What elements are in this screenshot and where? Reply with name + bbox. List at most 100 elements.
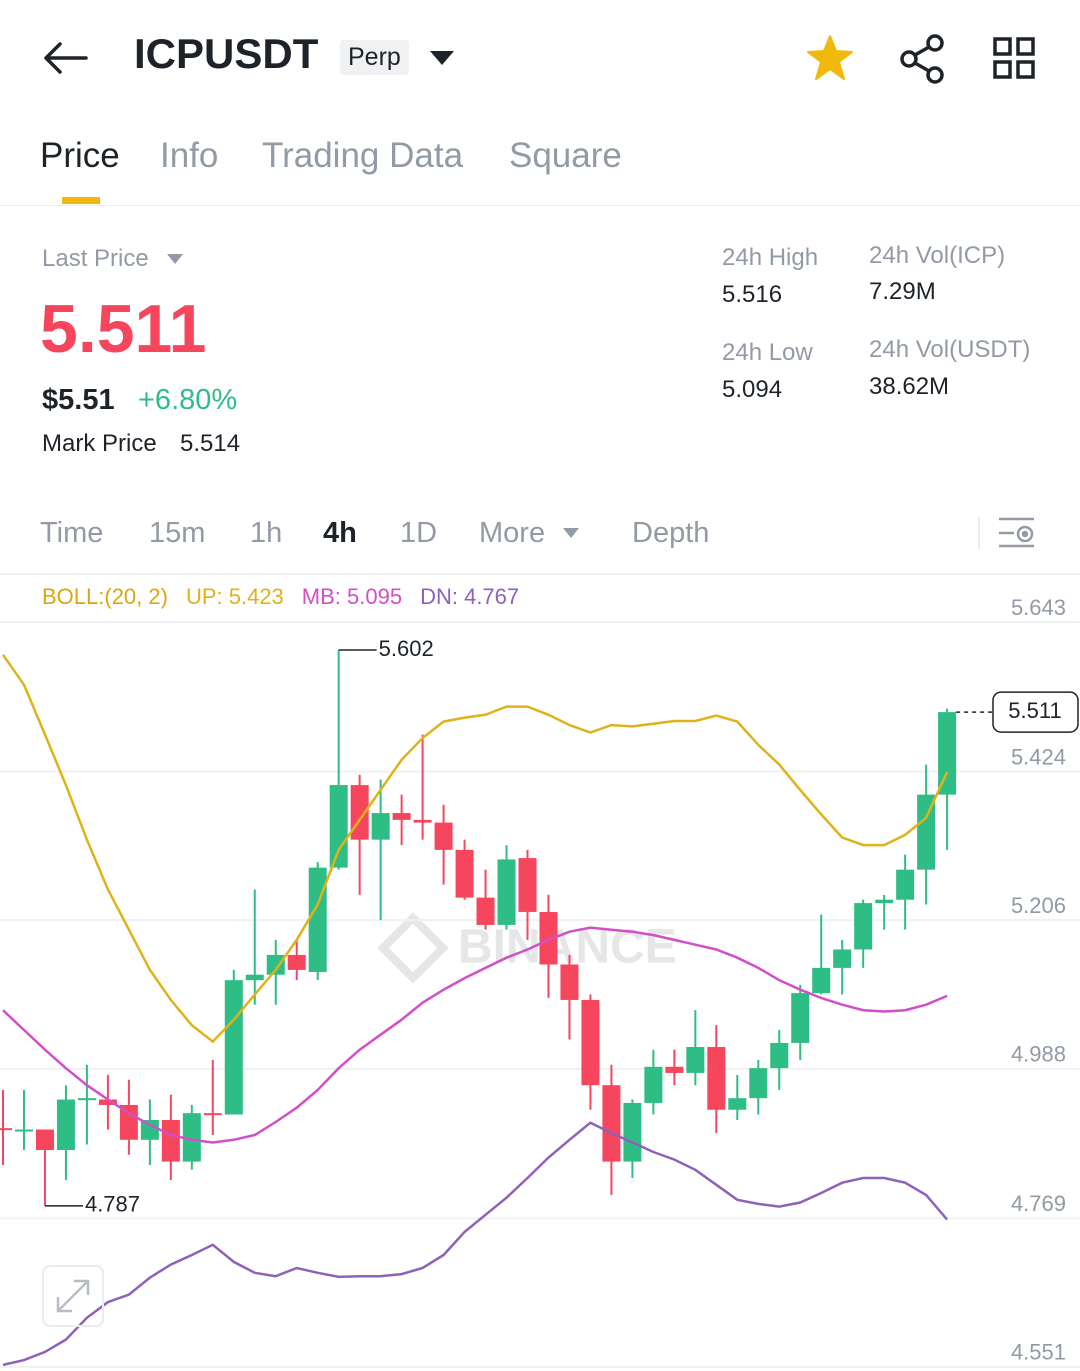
candle-body bbox=[0, 1128, 12, 1131]
interval-more[interactable]: More bbox=[479, 517, 546, 549]
interval[interactable]: Depth bbox=[632, 517, 710, 549]
candle-body bbox=[14, 1129, 33, 1132]
candle-body bbox=[287, 954, 306, 970]
candle-body bbox=[392, 813, 411, 820]
candle-body bbox=[455, 849, 474, 898]
separator bbox=[978, 517, 980, 549]
candle-body bbox=[770, 1042, 789, 1069]
stat-value: 38.62M bbox=[869, 373, 950, 400]
last-price-label[interactable]: Last Price bbox=[42, 245, 149, 272]
candle-body bbox=[140, 1119, 159, 1140]
symbol-title[interactable]: ICPUSDT bbox=[134, 30, 319, 77]
candle-body bbox=[329, 785, 348, 868]
y-tick-label: 5.424 bbox=[1011, 744, 1066, 769]
y-tick-label: 4.551 bbox=[1011, 1340, 1066, 1365]
tab[interactable]: Square bbox=[509, 136, 622, 175]
legend-entry: UP: 5.423 bbox=[185, 584, 284, 609]
candle-body bbox=[56, 1099, 75, 1151]
tab[interactable]: Trading Data bbox=[262, 136, 464, 175]
candle-body bbox=[791, 993, 810, 1043]
high-label: 5.602 bbox=[379, 636, 434, 661]
low-label: 4.787 bbox=[85, 1192, 140, 1217]
candle-body bbox=[476, 897, 495, 925]
candle-body bbox=[434, 822, 453, 850]
stat-label: 24h Low bbox=[722, 339, 813, 366]
y-tick-label: 5.643 bbox=[1011, 595, 1066, 620]
candle-body bbox=[665, 1066, 684, 1073]
candle-body bbox=[686, 1047, 705, 1073]
favorite-star[interactable] bbox=[805, 33, 855, 83]
candle-body bbox=[371, 813, 390, 840]
legend-entry: DN: 4.767 bbox=[420, 584, 520, 609]
last-price-label: 5.511 bbox=[1008, 698, 1061, 723]
chart-settings[interactable] bbox=[996, 515, 1038, 551]
interval[interactable]: 15m bbox=[149, 517, 206, 549]
candle-body bbox=[497, 859, 516, 925]
stat-label: 24h Vol(ICP) bbox=[869, 242, 1006, 269]
indicator-label: BOLL:(20, 2) bbox=[42, 584, 168, 609]
grid-menu[interactable] bbox=[992, 36, 1038, 82]
candle-body bbox=[182, 1113, 201, 1162]
candle-body bbox=[623, 1102, 642, 1162]
candle-body bbox=[644, 1066, 663, 1103]
candle-body bbox=[224, 980, 243, 1115]
share-icon[interactable] bbox=[897, 33, 949, 85]
candle-body bbox=[35, 1129, 54, 1151]
candle-body bbox=[518, 858, 537, 912]
back-button[interactable] bbox=[40, 38, 90, 78]
indicator-legend: BOLL:(20, 2) UP: 5.423 MB: 5.095 DN: 4.767 bbox=[42, 584, 519, 610]
indicator-line bbox=[2, 926, 948, 1144]
mark-price-label: Mark Price bbox=[42, 430, 157, 457]
y-tick-label: 4.769 bbox=[1011, 1191, 1066, 1216]
candle-body bbox=[707, 1047, 726, 1110]
interval[interactable]: 1D bbox=[400, 517, 438, 549]
mark-price: 5.514 bbox=[180, 430, 241, 457]
tab-active[interactable]: Price bbox=[40, 136, 120, 175]
candle-body bbox=[875, 899, 894, 904]
candle-body bbox=[77, 1098, 96, 1101]
interval[interactable]: 1h bbox=[250, 517, 283, 549]
interval[interactable]: Time bbox=[40, 517, 104, 549]
candle-body bbox=[917, 794, 936, 870]
candle-body bbox=[728, 1098, 747, 1110]
stat-value: 5.516 bbox=[722, 281, 783, 308]
candle-body bbox=[161, 1119, 180, 1162]
symbol-dropdown[interactable] bbox=[428, 48, 456, 68]
y-tick-label: 5.206 bbox=[1011, 893, 1066, 918]
candle-body bbox=[938, 712, 957, 795]
legend-entry: MB: 5.095 bbox=[301, 584, 403, 609]
expand-icon bbox=[56, 1279, 90, 1313]
tab[interactable]: Info bbox=[160, 136, 219, 175]
divider bbox=[0, 573, 1080, 575]
expand-button[interactable] bbox=[42, 1265, 104, 1327]
candle-body bbox=[539, 911, 558, 965]
stat-label: 24h High bbox=[722, 244, 819, 271]
indicator-line bbox=[1, 654, 949, 1044]
candle-body bbox=[245, 974, 264, 981]
stat-value: 5.094 bbox=[722, 376, 783, 403]
indicator-line bbox=[2, 1121, 949, 1367]
dropdown-caret bbox=[167, 254, 183, 264]
candle-body bbox=[119, 1104, 138, 1140]
candle-body bbox=[602, 1085, 621, 1162]
dropdown-caret bbox=[563, 528, 579, 538]
y-tick-label: 4.988 bbox=[1011, 1042, 1066, 1067]
candle-body bbox=[833, 949, 852, 968]
stat-label: 24h Vol(USDT) bbox=[869, 336, 1031, 363]
divider bbox=[0, 205, 1080, 206]
last-price: 5.511 bbox=[40, 291, 207, 367]
perp-badge: Perp bbox=[340, 40, 409, 75]
candle-body bbox=[413, 819, 432, 823]
candle-body bbox=[203, 1113, 222, 1116]
candle-body bbox=[581, 999, 600, 1086]
candle-body bbox=[749, 1068, 768, 1099]
candle-body bbox=[308, 867, 327, 972]
last-price-box bbox=[992, 691, 1079, 733]
candle-body bbox=[812, 967, 831, 994]
tab-indicator bbox=[62, 197, 100, 204]
interval-active[interactable]: 4h bbox=[323, 517, 357, 549]
candle-body bbox=[98, 1099, 117, 1105]
candle-body bbox=[266, 954, 285, 975]
stat-value: 7.29M bbox=[869, 278, 936, 305]
